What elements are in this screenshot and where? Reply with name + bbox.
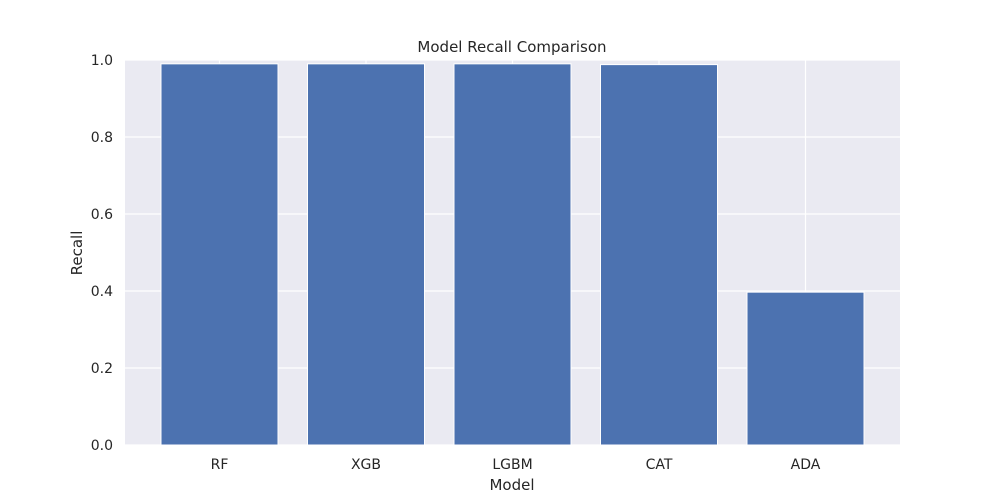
x-tick-label: LGBM — [492, 457, 532, 473]
x-tick-label: XGB — [351, 457, 381, 473]
y-tick-label: 0.0 — [91, 438, 113, 454]
y-tick-label: 0.2 — [91, 361, 113, 377]
y-tick-label: 0.8 — [91, 130, 113, 146]
x-tick-label: RF — [211, 457, 229, 473]
y-tick-label: 1.0 — [91, 53, 113, 69]
x-axis-label: Model — [489, 476, 534, 494]
x-ticks: RF XGB LGBM CAT ADA — [211, 457, 821, 473]
chart-title: Model Recall Comparison — [417, 38, 606, 56]
x-tick-label: CAT — [646, 457, 673, 473]
y-tick-label: 0.6 — [91, 207, 113, 223]
y-axis-label: Recall — [68, 231, 86, 276]
bars — [160, 63, 865, 446]
x-tick-label: ADA — [791, 457, 821, 473]
bar-rf — [160, 63, 279, 446]
bar-xgb — [307, 63, 425, 446]
y-ticks: 0.0 0.2 0.4 0.6 0.8 1.0 — [91, 53, 113, 454]
y-tick-label: 0.4 — [91, 284, 113, 300]
bar-lgbm — [453, 63, 572, 446]
bar-ada — [746, 291, 865, 446]
bar-cat — [600, 64, 718, 446]
